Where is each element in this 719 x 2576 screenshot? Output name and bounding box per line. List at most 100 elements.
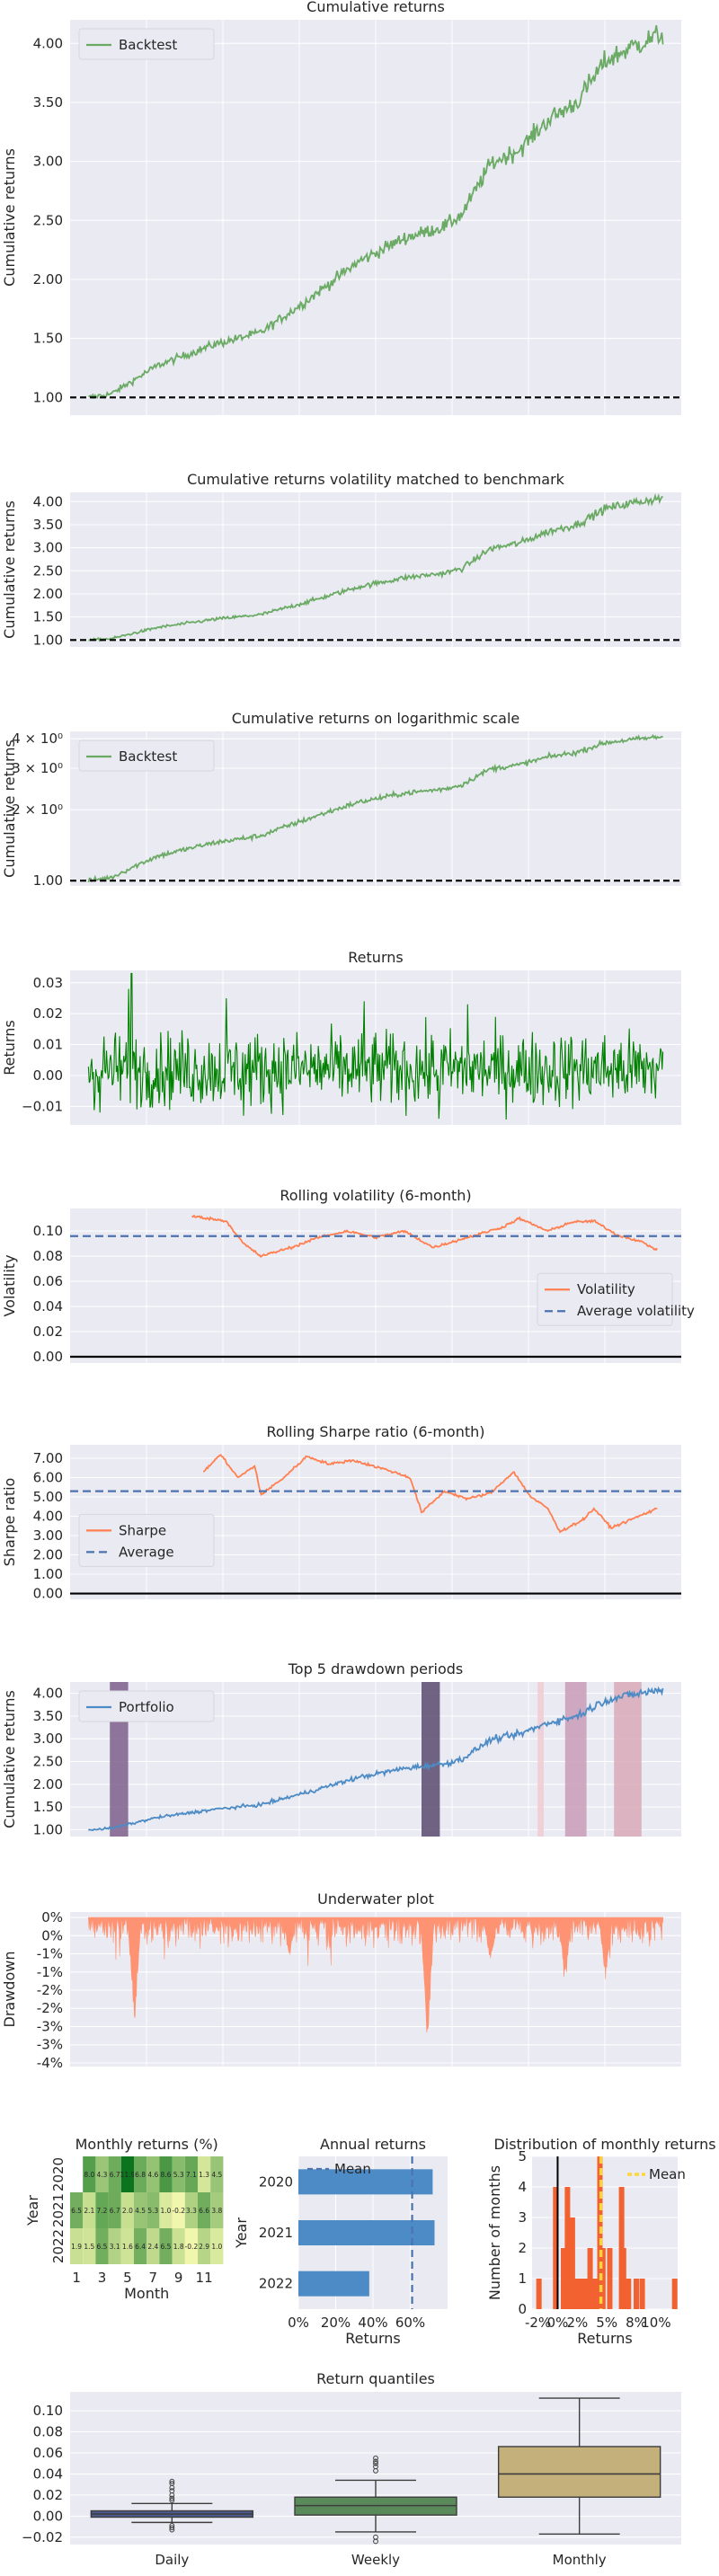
returns-ytick-label: 0.03 bbox=[33, 975, 63, 991]
rolling_vol-legend-box bbox=[537, 1272, 673, 1326]
heatmap-cell-label: 2.1 bbox=[84, 2207, 94, 2215]
monthly-distribution-chart: 0 1 2 3 4 5 -2%0%2% 5% 8%10% Mean Distribution of … bbox=[486, 2136, 716, 2347]
cum_vol_matched-chart: 1.00 1.50 2.00 2.50 3.00 3.50 4.00 Cumulative r… bbox=[1, 471, 681, 648]
heatmap-cell-label: 4.5 bbox=[211, 2171, 222, 2179]
rolling_sharpe-legend-label: Average bbox=[119, 1544, 174, 1560]
annual-returns-xlabel: Returns bbox=[345, 2330, 400, 2347]
heatmap-month-tick: 11 bbox=[196, 2270, 213, 2286]
cum_vol_matched-ytick-label: 2.00 bbox=[33, 586, 63, 602]
underwater-ytick-label: 0% bbox=[41, 1927, 63, 1943]
heatmap-cell-label: -0.2 bbox=[185, 2243, 199, 2251]
top_drawdowns-series-line bbox=[87, 1686, 664, 1831]
rolling_vol-legend-label: Volatility bbox=[577, 1281, 635, 1297]
rolling_sharpe-title: Rolling Sharpe ratio (6-month) bbox=[266, 1423, 484, 1440]
cumulative-chart: 1.00 1.50 2.00 2.50 3.00 3.50 4.00 Cumulative r… bbox=[1, 0, 681, 415]
top_drawdowns-ytick-label: 1.50 bbox=[33, 1799, 63, 1815]
heatmap-cell bbox=[184, 2192, 198, 2228]
top_drawdowns-ytick-label: 1.00 bbox=[33, 1821, 63, 1837]
return-quantiles-ytick: 0.00 bbox=[33, 2508, 63, 2524]
returns-series-line bbox=[87, 972, 664, 1120]
underwater-chart: 0% 0% -1% -1% -2% -2% -3% -3% -4% Underwater plot… bbox=[1, 1890, 681, 2071]
drawdown-period-5 bbox=[614, 1682, 642, 1837]
heatmap-cell-label: 8.6 bbox=[161, 2171, 172, 2179]
heatmap-cell-label: 6.4 bbox=[135, 2243, 146, 2251]
annual-returns-title: Annual returns bbox=[320, 2136, 426, 2153]
annual-returns-year-label: 2020 bbox=[259, 2173, 293, 2190]
monthly-distribution-xtick: 5% bbox=[596, 2315, 617, 2331]
monthly-distribution-bar bbox=[626, 2279, 632, 2309]
heatmap-cell bbox=[198, 2228, 211, 2264]
heatmap-cell bbox=[198, 2192, 211, 2228]
rolling_vol-series-line bbox=[191, 1214, 658, 1258]
monthly-distribution-ytick: 5 bbox=[518, 2148, 527, 2164]
heatmap-cell-label: 1.0 bbox=[211, 2243, 222, 2251]
heatmap-cell bbox=[120, 2192, 134, 2228]
heatmap-month-tick: 7 bbox=[149, 2270, 158, 2286]
return-quantiles-category-label: Daily bbox=[155, 2552, 189, 2568]
cumulative-ytick-label: 3.50 bbox=[33, 94, 63, 111]
heatmap-cell bbox=[120, 2156, 134, 2192]
monthly-distribution-bar bbox=[592, 2279, 599, 2309]
heatmap-cell bbox=[134, 2156, 147, 2192]
cumulative-ytick-label: 2.50 bbox=[33, 212, 63, 228]
cumulative-legend-box bbox=[78, 28, 215, 60]
heatmap-cell-label: 3.3 bbox=[186, 2207, 197, 2215]
heatmap-cell bbox=[108, 2192, 121, 2228]
heatmap-cell bbox=[172, 2192, 185, 2228]
returns-ytick-label: 0.01 bbox=[33, 1037, 63, 1053]
heatmap-cell-label: 6.6 bbox=[199, 2207, 209, 2215]
underwater-ylabel: Drawdown bbox=[1, 1952, 18, 2028]
top_drawdowns-title: Top 5 drawdown periods bbox=[288, 1660, 464, 1677]
monthly-distribution-xtick: 8% bbox=[626, 2315, 647, 2331]
rolling_sharpe-ytick-label: 1.00 bbox=[33, 1566, 63, 1582]
monthly-distribution-bar bbox=[564, 2187, 571, 2309]
return-quantiles-category-label: Monthly bbox=[553, 2552, 607, 2568]
annual-returns-xtick: 60% bbox=[395, 2315, 425, 2331]
cum_log-ytick-label: 2 × 10⁰ bbox=[12, 801, 63, 818]
heatmap-cell bbox=[83, 2156, 96, 2192]
underwater-ytick-label: -1% bbox=[37, 1964, 63, 1980]
rolling_vol-ytick-label: 0.08 bbox=[33, 1248, 63, 1264]
rolling_vol-legend-label: Average volatility bbox=[577, 1303, 695, 1319]
cum_log-ylabel: Cumulative returns bbox=[1, 739, 18, 878]
rolling_sharpe-ytick-label: 6.00 bbox=[33, 1470, 63, 1486]
return-quantiles-title: Return quantiles bbox=[316, 2370, 435, 2387]
heatmap-cell-label: 6.7 bbox=[110, 2207, 120, 2215]
heatmap-cell bbox=[210, 2156, 224, 2192]
return-quantiles-ytick: 0.08 bbox=[33, 2424, 63, 2440]
rolling_sharpe-ytick-label: 7.00 bbox=[33, 1450, 63, 1466]
cum_log-legend-label: Backtest bbox=[119, 748, 177, 765]
heatmap-cell bbox=[70, 2228, 84, 2264]
cumulative-ytick-label: 1.50 bbox=[33, 331, 63, 347]
underwater-area bbox=[88, 1917, 663, 2032]
cum_log-ytick-label: 1.00 bbox=[33, 872, 63, 889]
heatmap-cell-label: 3.8 bbox=[211, 2207, 222, 2215]
heatmap-cell-label: 11.9 bbox=[120, 2171, 136, 2179]
rolling_vol-ytick-label: 0.00 bbox=[33, 1349, 63, 1365]
monthly-heatmap-chart: Monthly returns (%)8.0 4.3 6.7 11.9 6.8 4.6 8.… bbox=[24, 2136, 224, 2302]
top_drawdowns-ytick-label: 3.00 bbox=[33, 1731, 63, 1747]
cum_log-ytick-label: 4 × 10⁰ bbox=[12, 730, 63, 747]
return-quantiles-category-label: Weekly bbox=[351, 2552, 400, 2568]
heatmap-month-tick: 1 bbox=[72, 2270, 81, 2286]
heatmap-cell bbox=[120, 2228, 134, 2264]
top_drawdowns-ytick-label: 2.50 bbox=[33, 1754, 63, 1770]
cumulative-legend-label: Backtest bbox=[119, 37, 177, 53]
cum_log-title: Cumulative returns on logarithmic scale bbox=[232, 710, 520, 727]
annual-returns-bar-2020 bbox=[298, 2169, 433, 2195]
rolling_vol-title: Rolling volatility (6-month) bbox=[280, 1187, 471, 1204]
underwater-ytick-label: -3% bbox=[37, 2037, 63, 2053]
box-outlier bbox=[373, 2458, 378, 2465]
heatmap-cell bbox=[108, 2156, 121, 2192]
top_drawdowns-ytick-label: 2.00 bbox=[33, 1776, 63, 1793]
heatmap-cell bbox=[172, 2156, 185, 2192]
heatmap-cell-label: 1.0 bbox=[161, 2207, 172, 2215]
top_drawdowns-legend-label: Portfolio bbox=[119, 1699, 174, 1715]
heatmap-cell bbox=[134, 2228, 147, 2264]
heatmap-month-tick: 9 bbox=[174, 2270, 183, 2286]
box-monthly bbox=[497, 2446, 661, 2498]
cumulative-ytick-label: 4.00 bbox=[33, 35, 63, 51]
heatmap-cell bbox=[146, 2228, 160, 2264]
cum_log-legend: Backtest bbox=[78, 739, 215, 772]
